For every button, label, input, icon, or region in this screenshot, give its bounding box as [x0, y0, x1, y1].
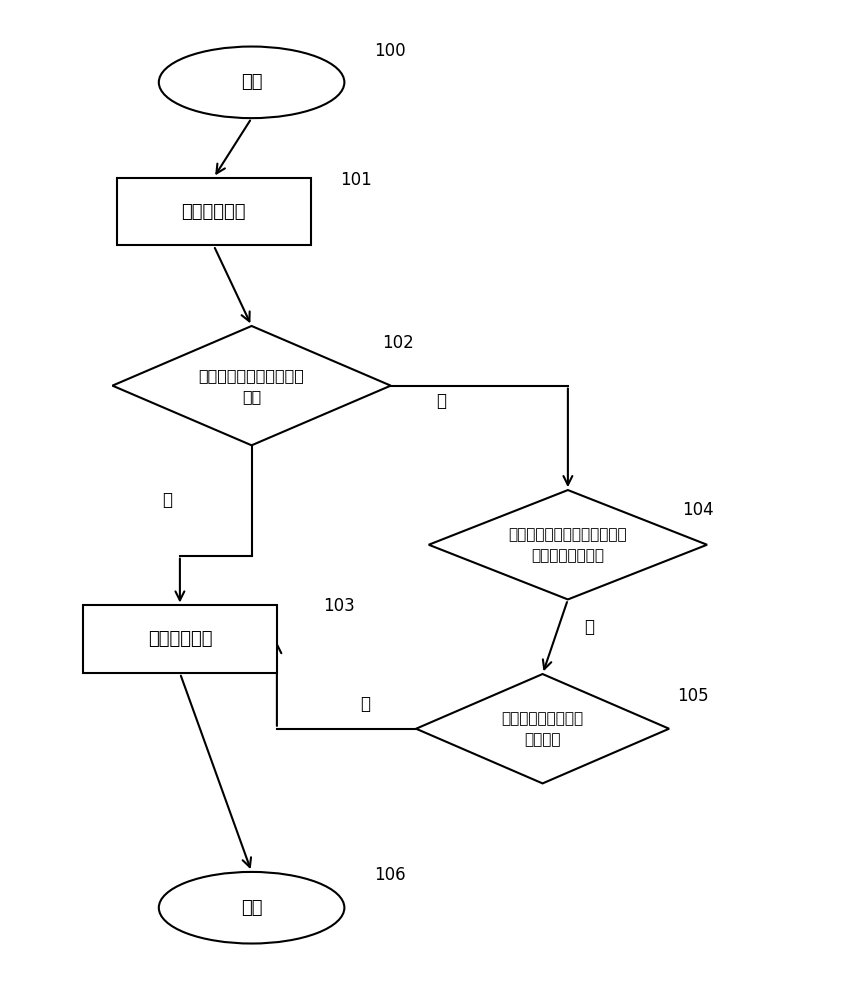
Text: 100: 100 — [374, 42, 406, 60]
Text: 否: 否 — [162, 491, 172, 509]
Text: 用户是否设置了禁止充电
操作: 用户是否设置了禁止充电 操作 — [199, 368, 305, 404]
Text: 是: 是 — [584, 618, 594, 636]
Polygon shape — [112, 326, 391, 445]
Polygon shape — [429, 490, 707, 599]
Ellipse shape — [159, 47, 345, 118]
Text: 101: 101 — [340, 171, 372, 189]
Ellipse shape — [159, 872, 345, 944]
Bar — [116, 178, 311, 245]
Text: 执行充电操作: 执行充电操作 — [148, 630, 212, 648]
Text: 106: 106 — [374, 866, 406, 884]
Text: 用户设定的充电时间
是否到达: 用户设定的充电时间 是否到达 — [502, 711, 583, 747]
Text: 是: 是 — [436, 392, 447, 410]
Bar — [83, 605, 277, 673]
Text: 进入充电模式: 进入充电模式 — [182, 203, 246, 221]
Text: 是: 是 — [361, 695, 370, 713]
Polygon shape — [416, 674, 669, 783]
Text: 104: 104 — [682, 501, 713, 519]
Text: 结束: 结束 — [241, 899, 262, 917]
Text: 开始: 开始 — [241, 73, 262, 91]
Text: 在设定时间内是否收到用户设
定的充电时间信息: 在设定时间内是否收到用户设 定的充电时间信息 — [509, 527, 627, 563]
Text: 105: 105 — [678, 687, 709, 705]
Text: 102: 102 — [382, 334, 414, 352]
Text: 103: 103 — [323, 597, 355, 615]
